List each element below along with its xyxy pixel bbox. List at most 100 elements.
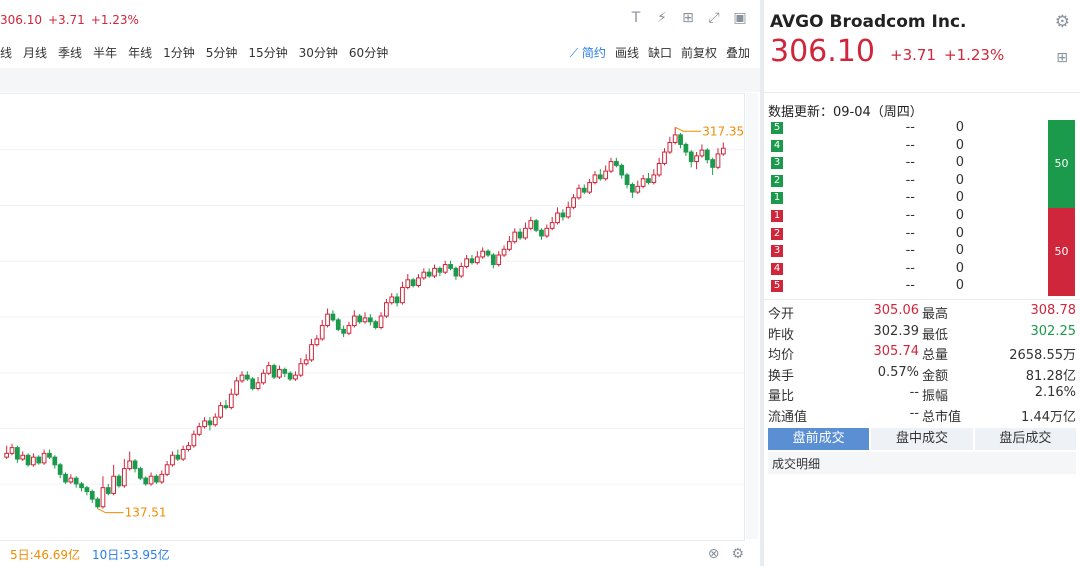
panel-icon[interactable]: ▣	[733, 10, 747, 26]
candle	[341, 328, 346, 334]
candlestick-svg: 317.35 137.51	[0, 124, 744, 520]
gap-button[interactable]: 缺口	[647, 46, 672, 60]
level-price: --	[905, 155, 915, 171]
candle	[143, 477, 149, 485]
chart-panel: 306.10 +3.71 +1.23% T ⚡ ⊞ ⤢ ▣ 线月线 季线 半年 年线 1分钟…	[0, 10, 760, 562]
candle	[105, 487, 111, 494]
stat-label: 均价	[768, 348, 795, 364]
candle	[448, 264, 453, 269]
add-watchlist-icon[interactable]: ⊞	[1056, 50, 1068, 66]
panel-divider	[760, 0, 764, 566]
level-price: --	[905, 137, 915, 153]
stats-row: 均价 305.74 总量 2658.55万	[768, 343, 1076, 364]
candle	[517, 231, 523, 239]
candle	[282, 368, 288, 374]
level-volume: 0	[955, 172, 964, 188]
candle	[555, 212, 560, 224]
trade-tab[interactable]: 盘后成交	[974, 428, 1076, 450]
candle	[309, 344, 314, 361]
candle	[469, 258, 475, 264]
candle	[640, 178, 646, 187]
simple-mode-button[interactable]: ⟋ 简约	[569, 46, 606, 60]
gear-icon[interactable]: ⚙	[1054, 12, 1070, 32]
stat-value: 305.74	[873, 344, 920, 360]
candle	[667, 142, 673, 153]
candle	[672, 134, 678, 144]
candle	[287, 372, 293, 380]
stat-label: 振幅	[922, 389, 949, 405]
stat-label: 换手	[768, 368, 795, 384]
level-price: --	[905, 243, 915, 259]
header-change-pct: +1.23%	[90, 13, 139, 27]
candle	[314, 338, 320, 346]
candle	[678, 134, 683, 145]
close-icon[interactable]: ⊗	[707, 546, 720, 562]
flash-icon[interactable]: ⚡	[657, 10, 667, 26]
overlay-button[interactable]: 叠加	[725, 46, 750, 60]
expand-icon[interactable]: ⤢	[708, 10, 720, 26]
plus-square-icon[interactable]: ⊞	[682, 10, 694, 26]
period-tab[interactable]: 30分钟	[298, 45, 338, 60]
candle	[180, 449, 186, 460]
candle	[196, 426, 202, 435]
period-tab[interactable]: 半年	[93, 45, 118, 60]
candle	[630, 183, 635, 193]
candlestick-chart[interactable]: 317.35 137.51	[0, 93, 745, 541]
stock-title: AVGO Broadcom Inc.	[770, 12, 967, 32]
period-tab[interactable]: 60分钟	[348, 45, 389, 60]
header-price: 306.10	[0, 13, 42, 27]
stat-label: 总市值	[922, 409, 962, 425]
period-tab[interactable]: 年线	[128, 45, 153, 60]
stats-row: 今开 305.06 最高 308.78	[768, 302, 1076, 323]
candle	[613, 161, 619, 166]
chart-scrollbar[interactable]	[746, 93, 758, 539]
candle	[480, 250, 486, 258]
period-tab[interactable]: 15分钟	[248, 45, 288, 60]
candle	[20, 454, 26, 460]
candle	[175, 454, 181, 460]
candle	[539, 229, 544, 237]
chart-info-band	[0, 68, 760, 92]
candle	[496, 254, 502, 266]
period-tab[interactable]: 月线	[23, 45, 48, 60]
adjust-button[interactable]: 前复权	[680, 46, 717, 60]
orderbook-row: 4 -- 0	[768, 138, 1038, 155]
candle	[63, 473, 68, 483]
candle	[154, 475, 159, 483]
candle	[405, 279, 411, 288]
simple-label: 简约	[581, 46, 606, 60]
candle	[271, 365, 277, 378]
candle	[619, 164, 625, 176]
period-tab[interactable]: 1分钟	[163, 45, 195, 60]
candle	[528, 220, 534, 229]
candle	[442, 264, 448, 273]
trade-tab[interactable]: 盘前成交	[768, 428, 870, 450]
candle	[170, 454, 175, 466]
settings-icon[interactable]: ⚙	[731, 546, 744, 562]
level-badge: 3	[771, 245, 783, 258]
level-volume: 0	[955, 260, 964, 276]
header-quote: 306.10 +3.71 +1.23%	[0, 13, 145, 27]
period-tab[interactable]: 5分钟	[205, 45, 238, 60]
candle	[378, 315, 384, 328]
candle	[9, 447, 15, 454]
level-price: --	[905, 225, 915, 241]
candle	[608, 161, 614, 172]
candle	[507, 241, 512, 250]
text-icon[interactable]: T	[631, 10, 641, 26]
draw-button[interactable]: 画线	[614, 46, 639, 60]
candle	[699, 149, 705, 157]
orderbook-row: 2 -- 0	[768, 226, 1038, 243]
candle	[132, 460, 138, 470]
candle	[95, 498, 100, 508]
period-tab[interactable]: 季线	[58, 45, 83, 60]
candle	[84, 487, 90, 492]
candle	[79, 483, 84, 489]
trade-detail-header: 成交明细	[768, 452, 1076, 474]
period-tab[interactable]: 线	[0, 45, 13, 60]
candle	[89, 490, 95, 500]
candle	[720, 147, 726, 155]
trade-tab[interactable]: 盘中成交	[871, 428, 973, 450]
candle	[159, 473, 165, 483]
level-volume: 0	[955, 190, 964, 206]
